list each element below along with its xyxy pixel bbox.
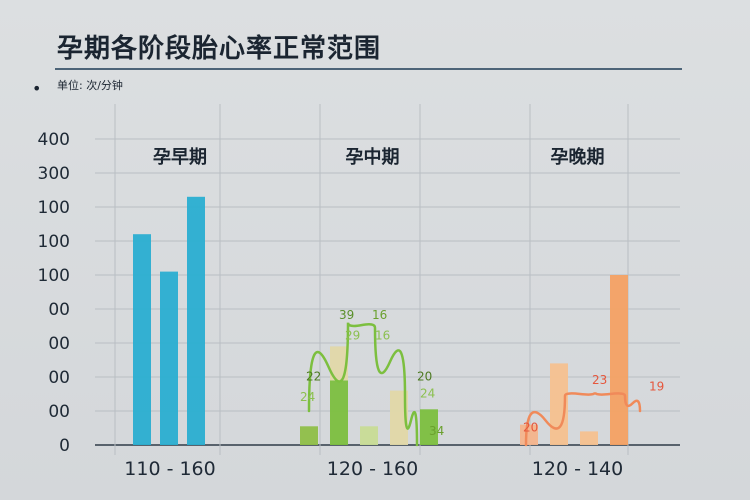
group-label: 孕中期 [346,146,400,168]
trend-curve [524,391,642,447]
group-label: 孕早期 [153,147,207,168]
data-label: 20 [417,369,432,383]
data-label: 23 [592,373,607,387]
data-label: 29 [345,329,360,343]
bar [160,271,178,445]
range-label: 110 - 160 [124,458,215,480]
data-label: 20 [523,420,538,434]
data-label: 19 [649,380,664,394]
y-tick-label: 0 [59,436,70,456]
y-tick-label: 00 [48,334,70,354]
bar [580,431,598,445]
y-tick-label: 100 [38,266,70,286]
y-tick-label: 100 [38,198,70,218]
data-label: 24 [300,390,315,404]
data-label: 16 [375,329,390,343]
bar [187,196,205,445]
chart-title: 孕期各阶段胎心率正常范围 [57,34,382,64]
data-label: 16 [372,308,387,322]
y-tick-label: 100 [38,232,70,252]
range-label: 120 - 160 [327,458,418,480]
bar [330,380,348,445]
bar [390,390,408,445]
bar [330,346,348,381]
range-label: 120 - 140 [532,458,623,480]
y-tick-label: 400 [38,130,70,150]
data-label: 39 [339,308,354,322]
bar [610,275,628,445]
y-tick-label: 300 [38,164,70,184]
bar [300,426,318,445]
unit-label: 单位: 次/分钟 [57,79,123,92]
y-tick-label: 00 [48,368,70,388]
bullet-marker: • [32,79,42,98]
trend-curve [307,322,419,447]
bar [360,426,378,445]
data-label: 24 [420,386,435,400]
bar [420,409,438,445]
bar [133,234,151,445]
y-tick-label: 00 [48,402,70,422]
title-divider [55,68,682,70]
y-tick-label: 00 [48,300,70,320]
bar [520,424,538,445]
data-label: 22 [306,369,321,383]
data-label: 34 [429,424,444,438]
group-label: 孕晚期 [551,146,605,168]
bar [550,363,568,445]
